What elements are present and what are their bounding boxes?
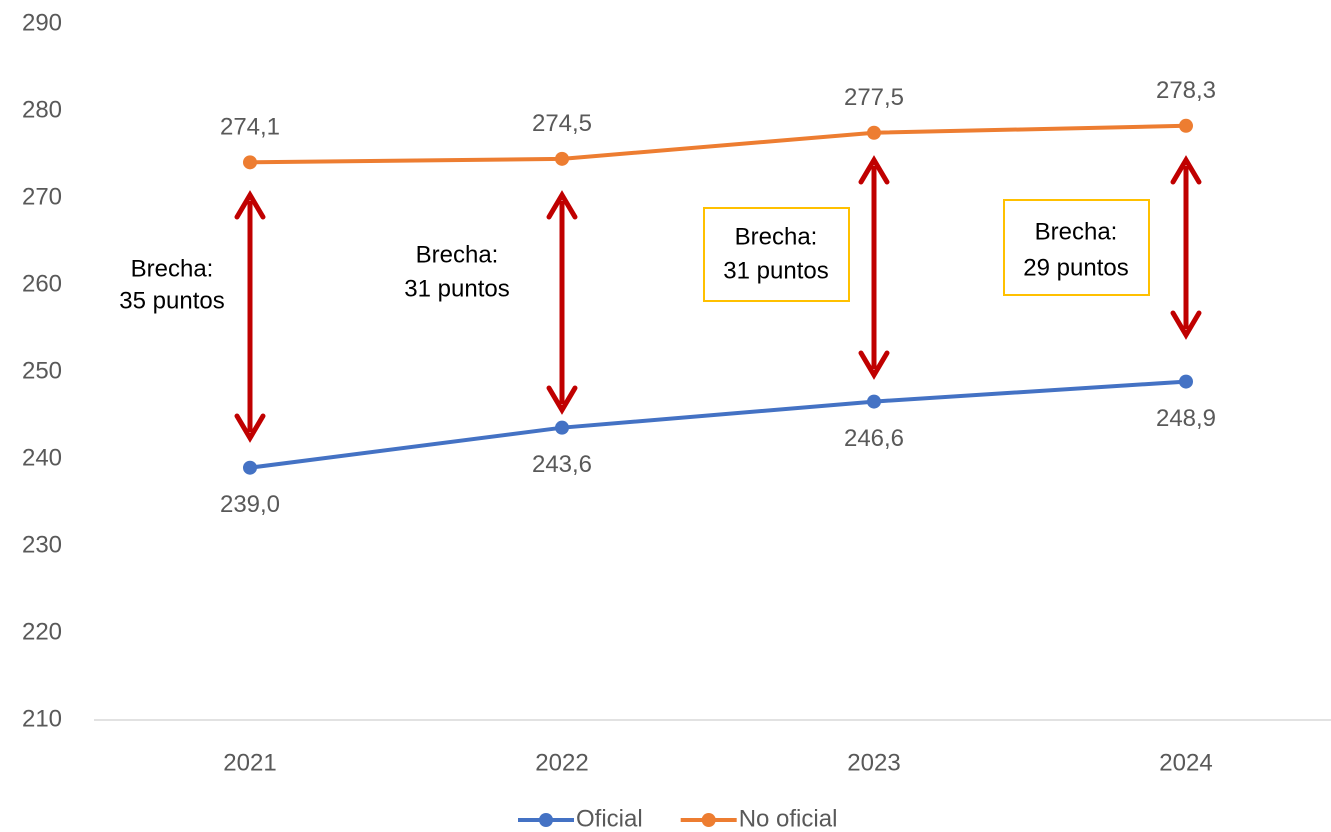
y-tick-label: 250	[22, 357, 62, 384]
arrow-head	[546, 385, 578, 415]
y-tick-label: 220	[22, 618, 62, 645]
x-tick-label: 2023	[847, 749, 900, 776]
y-tick-label: 230	[22, 531, 62, 558]
arrow-head	[1170, 310, 1202, 340]
x-tick-label: 2024	[1159, 749, 1212, 776]
value-label: 243,6	[532, 451, 592, 478]
y-tick-label: 280	[22, 96, 62, 123]
annotation-text: 35 puntos	[119, 287, 224, 314]
data-point	[1179, 374, 1193, 389]
annotation-text: Brecha:	[131, 255, 214, 282]
legend-label: No oficial	[739, 805, 838, 832]
value-label: 278,3	[1156, 77, 1216, 104]
value-label: 246,6	[844, 425, 904, 452]
x-tick-label: 2022	[535, 749, 588, 776]
arrow-head	[234, 190, 266, 220]
data-point	[555, 420, 569, 435]
data-point	[867, 125, 881, 140]
y-tick-label: 270	[22, 183, 62, 210]
y-tick-label: 260	[22, 270, 62, 297]
legend-label: Oficial	[576, 805, 643, 832]
arrow-head	[858, 350, 890, 380]
annotation-text: Brecha:	[416, 241, 499, 268]
annotation-text: Brecha:	[1035, 218, 1118, 245]
legend-marker	[701, 813, 716, 827]
arrow-head	[858, 155, 890, 185]
arrow-head	[234, 413, 266, 443]
data-point	[243, 460, 257, 475]
annotation-box	[1003, 199, 1150, 296]
data-point	[555, 151, 569, 166]
y-tick-label: 240	[22, 444, 62, 471]
arrow-head	[1170, 155, 1202, 185]
value-label: 277,5	[844, 84, 904, 111]
value-label: 239,0	[220, 491, 280, 518]
series-line	[249, 123, 1187, 165]
annotation-text: Brecha:	[735, 223, 818, 250]
data-point	[1179, 118, 1193, 133]
y-tick-label: 290	[22, 9, 62, 36]
legend-marker	[539, 813, 553, 827]
arrow-head	[546, 190, 578, 220]
value-label: 248,9	[1156, 405, 1216, 432]
annotation-text: 29 puntos	[1023, 254, 1128, 281]
value-label: 274,1	[220, 114, 280, 141]
value-label: 274,5	[532, 110, 592, 137]
x-tick-label: 2021	[223, 749, 276, 776]
data-point	[243, 155, 257, 170]
y-tick-label: 210	[22, 705, 62, 732]
annotation-text: 31 puntos	[723, 257, 828, 284]
annotation-box	[703, 207, 850, 302]
series-line	[249, 379, 1187, 470]
annotation-text: 31 puntos	[404, 275, 509, 302]
data-point	[867, 394, 881, 409]
